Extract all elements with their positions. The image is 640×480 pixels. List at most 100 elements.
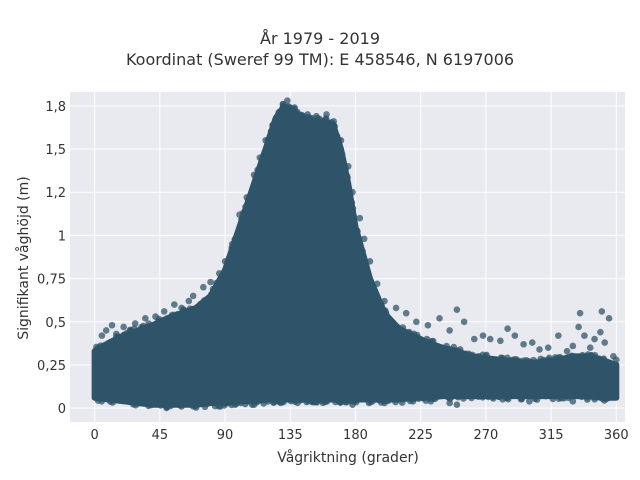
- scatter-point: [236, 211, 243, 218]
- scatter-point: [95, 344, 103, 352]
- y-tick-label: 0,75: [37, 273, 66, 288]
- scatter-point: [502, 389, 509, 397]
- scatter-point: [455, 392, 462, 399]
- chart-subtitle: Koordinat (Sweref 99 TM): E 458546, N 61…: [125, 50, 515, 69]
- scatter-point: [120, 323, 127, 331]
- scatter-point: [215, 270, 223, 277]
- scatter-point: [600, 356, 607, 364]
- scatter-point: [497, 354, 505, 361]
- scatter-point: [470, 335, 478, 343]
- y-tick-label: 1: [58, 229, 66, 244]
- scatter-point: [310, 398, 318, 406]
- x-tick-label: 45: [152, 428, 169, 443]
- scatter-point: [511, 332, 519, 339]
- scatter-point: [544, 344, 552, 352]
- y-tick-label: 1,8: [45, 100, 66, 115]
- scatter-point: [116, 397, 124, 404]
- scatter-point: [136, 398, 144, 406]
- scatter-point: [167, 317, 174, 324]
- scatter-point: [486, 335, 494, 343]
- scatter-point: [552, 390, 559, 398]
- scatter-point: [262, 137, 269, 144]
- scatter-point: [515, 357, 523, 365]
- x-tick-label: 90: [217, 428, 234, 443]
- scatter-point: [446, 399, 453, 407]
- scatter-point: [112, 337, 119, 345]
- scatter-point: [217, 403, 224, 410]
- scatter-point: [150, 321, 157, 329]
- scatter-point: [354, 228, 361, 235]
- scatter-point: [273, 392, 280, 400]
- scatter-point: [202, 397, 210, 405]
- scatter-point: [221, 400, 229, 407]
- scatter-point: [468, 394, 475, 402]
- scatter-point: [142, 399, 149, 406]
- scatter-point: [359, 248, 366, 256]
- scatter-point: [382, 308, 389, 316]
- scatter-point: [94, 397, 102, 404]
- y-tick-label: 0,5: [45, 316, 66, 331]
- scatter-point: [304, 111, 311, 118]
- scatter-point: [241, 400, 249, 408]
- scatter-point: [453, 347, 461, 354]
- scatter-point: [192, 404, 200, 411]
- scatter-point: [599, 395, 606, 402]
- scatter-point: [243, 194, 251, 201]
- scatter-point: [497, 337, 504, 345]
- scatter-point: [576, 309, 584, 317]
- scatter-point: [332, 398, 339, 406]
- scatter-point: [127, 327, 135, 334]
- scatter-point: [504, 325, 511, 333]
- scatter-point: [381, 297, 388, 305]
- scatter-point: [121, 331, 129, 339]
- scatter-point: [250, 171, 258, 179]
- scatter-point: [313, 112, 320, 120]
- scatter-point: [284, 97, 291, 104]
- scatter-point: [563, 347, 571, 355]
- x-tick-label: 135: [278, 428, 303, 443]
- scatter-point: [601, 339, 609, 346]
- scatter-point: [471, 356, 479, 364]
- scatter-point: [297, 394, 305, 402]
- y-tick-label: 0: [58, 402, 66, 417]
- scatter-point: [479, 332, 487, 339]
- scatter-point: [194, 304, 201, 311]
- scatter-point: [361, 257, 369, 265]
- scatter-point: [373, 280, 381, 288]
- scatter-point: [109, 399, 116, 406]
- scatter-point: [264, 398, 272, 405]
- scatter-point: [213, 279, 220, 287]
- scatter-point: [348, 199, 356, 207]
- scatter-point: [392, 304, 400, 312]
- scatter-point: [189, 292, 197, 300]
- scatter-point: [185, 297, 193, 305]
- scatter-point: [214, 396, 222, 404]
- scatter-point: [555, 332, 562, 339]
- scatter-point: [349, 204, 357, 212]
- scatter-point: [485, 393, 492, 401]
- scatter-point: [262, 146, 269, 154]
- scatter-point: [469, 351, 476, 359]
- scatter-point: [605, 315, 613, 322]
- scatter-point: [170, 311, 178, 319]
- scatter-point: [141, 324, 148, 332]
- scatter-point: [549, 395, 557, 403]
- scatter-point: [142, 315, 149, 322]
- scatter-point: [569, 342, 577, 350]
- scatter-point: [343, 171, 350, 179]
- scatter-point: [171, 301, 178, 308]
- scatter-point: [98, 332, 106, 339]
- scatter-point: [122, 396, 130, 404]
- scatter-point: [445, 393, 453, 401]
- scatter-point: [527, 358, 534, 366]
- scatter-point: [366, 258, 374, 265]
- chart-title: År 1979 - 2019: [260, 29, 380, 48]
- y-tick-label: 1,5: [45, 143, 66, 158]
- scatter-point: [520, 340, 527, 348]
- scatter-point: [587, 352, 595, 359]
- y-tick-label: 0,25: [37, 359, 66, 374]
- scatter-point: [147, 401, 155, 409]
- scatter-point: [598, 308, 606, 315]
- scatter-point: [611, 362, 619, 369]
